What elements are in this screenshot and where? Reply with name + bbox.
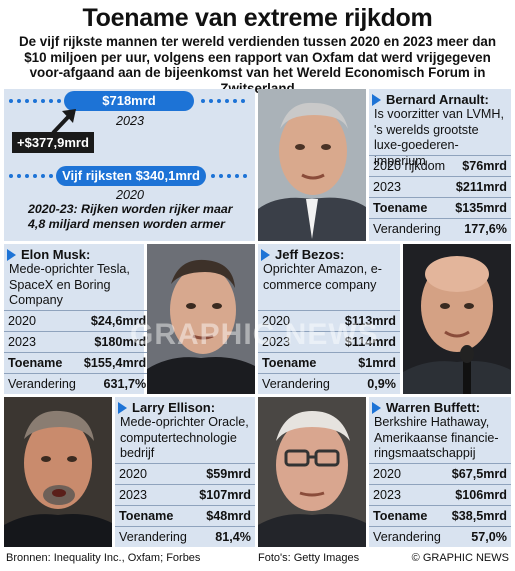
footer-photos: Foto's: Getty Images bbox=[258, 552, 360, 564]
bezos-table: 2020 $113mrd 2023 $114mrd Toename $1mrd Ver… bbox=[258, 310, 400, 395]
table-row: 2023 $180mrd bbox=[4, 331, 151, 353]
arnault-table: 2020 rijkdom $76mrd 2023 $211mrd Toename $1… bbox=[369, 155, 511, 240]
table-row: Verandering 177,6% bbox=[369, 218, 511, 240]
summary-2023-pill: $718mrd bbox=[64, 91, 194, 111]
ellison-table: 2020 $59mrd 2023 $107mrd Toename $48mrd Ver… bbox=[115, 463, 255, 548]
bezos-name: Jeff Bezos: bbox=[275, 247, 345, 262]
table-row: Toename $1mrd bbox=[258, 352, 400, 374]
buffett-name: Warren Buffett: bbox=[386, 400, 481, 415]
musk-role: Mede-oprichter Tesla, SpaceX en Boring C… bbox=[9, 262, 130, 307]
ellison-name: Larry Ellison: bbox=[132, 400, 216, 415]
table-row: Verandering 57,0% bbox=[369, 526, 511, 548]
bezos-role: Oprichter Amazon, e-commerce company bbox=[263, 262, 382, 292]
table-row: Toename $38,5mrd bbox=[369, 505, 511, 527]
arnault-name: Bernard Arnault: bbox=[386, 92, 489, 107]
pointer-triangle-icon bbox=[261, 248, 270, 261]
ellison-photo bbox=[4, 397, 112, 547]
arnault-role: Is voorzitter van LVMH, 's werelds groot… bbox=[374, 107, 504, 168]
summary-2020-year: 2020 bbox=[116, 188, 145, 202]
buffett-photo bbox=[258, 397, 366, 547]
table-row: Toename $155,4mrd bbox=[4, 352, 151, 374]
summary-2023-year: 2023 bbox=[116, 114, 145, 128]
pointer-triangle-icon bbox=[372, 401, 381, 414]
buffett-role: Berkshire Hathaway, Amerikaanse financie… bbox=[374, 415, 499, 460]
musk-table: 2020 $24,6mrd 2023 $180mrd Toename $155,4mr… bbox=[4, 310, 151, 395]
bottom-dots-left bbox=[9, 174, 53, 178]
pointer-triangle-icon bbox=[118, 401, 127, 414]
bottom-dots-right bbox=[211, 174, 247, 178]
table-row: 2020 $113mrd bbox=[258, 310, 400, 332]
increase-arrow bbox=[51, 109, 76, 135]
musk-photo bbox=[147, 244, 255, 394]
summary-difference: +$377,9mrd bbox=[12, 132, 94, 153]
buffett-table: 2020 $67,5mrd 2023 $106mrd Toename $38,5mrd… bbox=[369, 463, 511, 548]
page-subtitle: De vijf rijkste mannen ter wereld verdie… bbox=[18, 34, 497, 96]
footer-sources: Bronnen: Inequality Inc., Oxfam; Forbes bbox=[6, 552, 201, 564]
table-row: 2020 $67,5mrd bbox=[369, 463, 511, 485]
footer-credit: © GRAPHIC NEWS bbox=[411, 552, 509, 564]
table-row: Toename $135mrd bbox=[369, 197, 511, 219]
ellison-role: Mede-oprichter Oracle, computertechnolog… bbox=[120, 415, 249, 460]
table-row: Toename $48mrd bbox=[115, 505, 255, 527]
table-row: 2023 $114mrd bbox=[258, 331, 400, 353]
table-row: 2023 $107mrd bbox=[115, 484, 255, 506]
summary-2020-pill: Vijf rijksten $340,1mrd bbox=[56, 166, 206, 186]
pointer-triangle-icon bbox=[372, 93, 381, 106]
table-row: 2020 rijkdom $76mrd bbox=[369, 155, 511, 177]
table-row: 2020 $59mrd bbox=[115, 463, 255, 485]
table-row: 2023 $106mrd bbox=[369, 484, 511, 506]
table-row: Verandering 631,7% bbox=[4, 373, 151, 395]
musk-name: Elon Musk: bbox=[21, 247, 91, 262]
top-dots-right bbox=[201, 99, 245, 103]
table-row: 2020 $24,6mrd bbox=[4, 310, 151, 332]
pointer-triangle-icon bbox=[7, 248, 16, 261]
summary-panel: $718mrd 2023 +$377,9mrd Vijf rijksten $3… bbox=[4, 89, 255, 241]
arnault-photo bbox=[258, 89, 366, 241]
top-dots-left bbox=[9, 99, 61, 103]
table-row: 2023 $211mrd bbox=[369, 176, 511, 198]
table-row: Verandering 81,4% bbox=[115, 526, 255, 548]
table-row: Verandering 0,9% bbox=[258, 373, 400, 395]
bezos-photo bbox=[403, 244, 511, 394]
page-title: Toename van extreme rijkdom bbox=[82, 4, 433, 32]
summary-note: 2020-23: Rijken worden rijker maar 4,8 m… bbox=[28, 202, 233, 231]
